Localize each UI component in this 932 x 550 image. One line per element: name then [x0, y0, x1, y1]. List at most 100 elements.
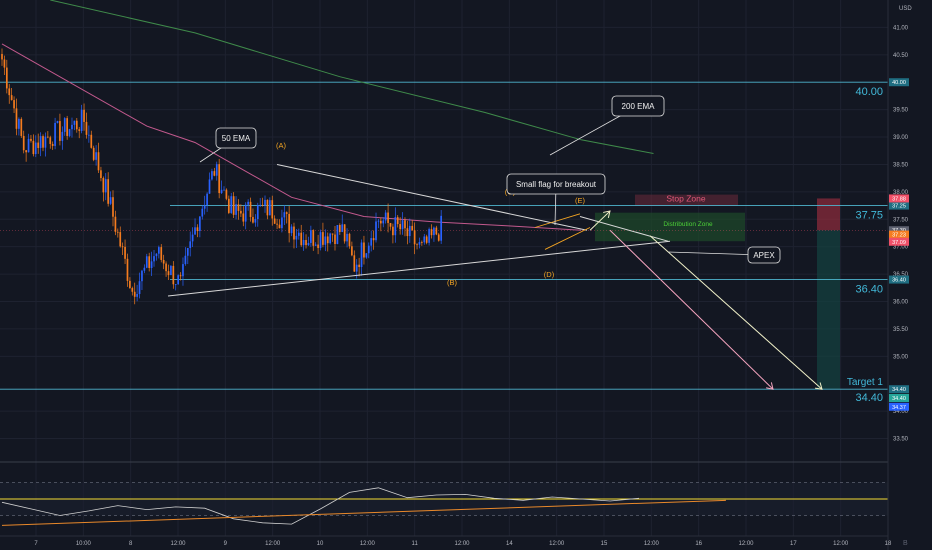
- candle-body: [66, 118, 69, 136]
- candle-body: [153, 256, 155, 262]
- candle: [155, 253, 158, 261]
- candle-body: [116, 231, 119, 233]
- candle-body: [131, 288, 134, 292]
- candle: [182, 257, 184, 286]
- candle: [242, 206, 245, 227]
- stop-box: [817, 198, 840, 231]
- candle-body: [186, 247, 189, 256]
- candle-body: [254, 219, 257, 223]
- wave-label: (E): [575, 196, 586, 205]
- candle-body: [411, 225, 414, 231]
- candle-body: [394, 217, 397, 236]
- price-tag-bg: [889, 194, 909, 203]
- price-tag-bg: [889, 226, 909, 235]
- candle-body: [119, 232, 122, 247]
- candles: [1, 48, 443, 305]
- price-tag: 34.37: [889, 402, 909, 411]
- candle-body: [34, 142, 37, 155]
- candle: [305, 234, 307, 249]
- candle: [360, 239, 363, 276]
- candle-body: [401, 220, 404, 230]
- price-tick-label: 39.50: [893, 108, 909, 114]
- white-target-arrow: [649, 235, 823, 390]
- candle-body: [343, 224, 346, 242]
- candle-body: [104, 179, 107, 193]
- candle-body: [97, 152, 100, 171]
- candle-body: [25, 150, 27, 153]
- price-tick-label: 38.00: [893, 190, 909, 196]
- candle-body: [213, 171, 216, 176]
- time-axis[interactable]: 7 10:00 8 12:00 9 12:00 10 12:00 11 12:00 14 12:00 1…: [34, 541, 892, 547]
- candle-body: [95, 152, 97, 160]
- candle-body: [162, 259, 165, 264]
- candle: [143, 264, 146, 274]
- candle: [232, 192, 235, 218]
- price-tag-bg: [889, 393, 909, 402]
- candle-body: [1, 53, 3, 60]
- candle-body: [317, 244, 319, 249]
- candle: [174, 284, 177, 291]
- level-tag-text: 37.25: [892, 204, 906, 210]
- ema50-callout: 50 EMA: [199, 127, 257, 163]
- distribution-zone-label: Distribution Zone: [663, 221, 713, 228]
- candle: [430, 224, 433, 239]
- time-tick-label: 17: [790, 541, 797, 547]
- candle: [433, 226, 435, 242]
- candle-body: [271, 200, 274, 219]
- candle-body: [404, 220, 406, 229]
- candle: [102, 176, 105, 202]
- candle: [90, 130, 93, 149]
- candle-body: [288, 213, 290, 234]
- candle-body: [51, 143, 54, 146]
- candle: [408, 218, 411, 243]
- candle: [404, 217, 406, 237]
- time-tick-label: 16: [695, 541, 702, 547]
- candle: [435, 225, 438, 236]
- candle-body: [75, 120, 78, 130]
- candle: [227, 195, 230, 215]
- price-scale[interactable]: USD 33.5034.0035.0035.5036.0036.5037.003…: [887, 0, 932, 550]
- candle-body: [249, 201, 252, 218]
- candle: [56, 120, 59, 124]
- candle: [49, 135, 52, 149]
- candle: [290, 224, 293, 237]
- level-price-tag: 40.00: [889, 78, 909, 87]
- candle: [276, 218, 278, 230]
- bottom-right-glyph[interactable]: B: [903, 540, 908, 547]
- candle: [177, 274, 179, 286]
- candle: [27, 133, 30, 153]
- candle: [59, 113, 61, 146]
- price-pane[interactable]: Stop Zone Distribution Zone 40.00 37.75 36.…: [0, 0, 889, 536]
- candle: [85, 112, 88, 139]
- candle: [201, 205, 204, 220]
- candle: [54, 117, 56, 150]
- candle-body: [440, 215, 443, 241]
- price-tick-label: 39.00: [893, 135, 909, 141]
- pink-target-arrow-shaft: [609, 229, 774, 390]
- white-target-arrow-shaft: [649, 235, 823, 390]
- candle: [425, 234, 428, 245]
- candle-body: [92, 147, 95, 160]
- candle-body: [32, 140, 35, 155]
- time-tick-label: 12:00: [454, 541, 470, 547]
- candle: [343, 224, 346, 244]
- candle-body: [334, 234, 336, 245]
- price-tag-text: 34.40: [892, 396, 906, 402]
- candle: [3, 55, 6, 75]
- rsi-pane[interactable]: 0.0025.0050.0075.0050.00: [0, 481, 909, 537]
- candle: [68, 128, 71, 138]
- candle-body: [408, 225, 411, 237]
- candle-body: [242, 213, 245, 222]
- candle-body: [223, 189, 225, 191]
- candle: [150, 251, 153, 277]
- candle-body: [37, 142, 40, 148]
- time-tick-label: 11: [412, 541, 419, 547]
- candle: [297, 228, 300, 240]
- candle: [223, 186, 225, 191]
- candle: [237, 199, 240, 220]
- candle-body: [363, 242, 365, 258]
- candle-body: [370, 238, 373, 246]
- candle-body: [232, 196, 235, 215]
